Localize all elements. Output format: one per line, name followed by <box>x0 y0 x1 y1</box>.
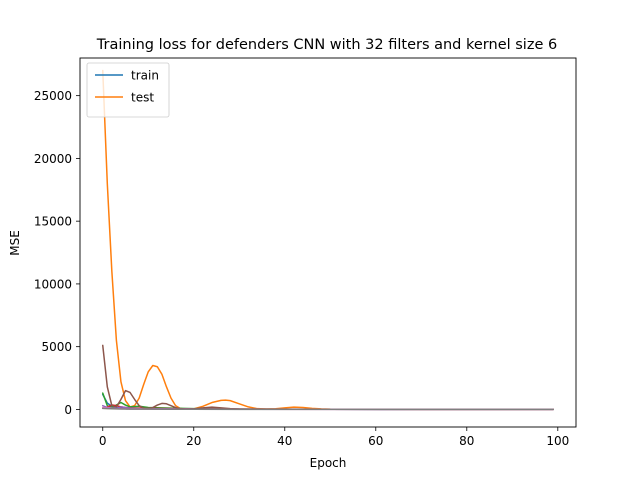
y-tick-label: 5000 <box>41 340 72 354</box>
x-axis-ticks: 0 20 40 60 80 100 <box>99 427 569 448</box>
chart-title: Training loss for defenders CNN with 32 … <box>96 37 557 53</box>
y-axis-ticks: 0 5000 10000 15000 20000 25000 <box>34 89 80 417</box>
x-axis-label: Epoch <box>310 456 347 470</box>
x-tick-label: 100 <box>546 434 569 448</box>
y-tick-label: 20000 <box>34 152 72 166</box>
series-line-run-8 <box>102 407 554 411</box>
y-tick-label: 0 <box>64 403 72 417</box>
y-tick-label: 25000 <box>34 89 72 103</box>
x-tick-label: 0 <box>99 434 107 448</box>
legend-box <box>86 62 170 118</box>
x-tick-label: 60 <box>368 434 383 448</box>
y-tick-label: 10000 <box>34 277 72 291</box>
series-line-test <box>102 69 554 411</box>
legend-label-test: test <box>131 91 154 105</box>
y-axis-label: MSE <box>8 230 22 256</box>
plot-frame <box>79 57 577 428</box>
plot-lines <box>102 69 554 411</box>
series-line-run-6 <box>102 344 554 411</box>
x-tick-label: 20 <box>186 434 201 448</box>
legend: train test <box>86 62 170 118</box>
x-tick-label: 40 <box>277 434 292 448</box>
y-tick-label: 15000 <box>34 215 72 229</box>
legend-label-train: train <box>131 69 159 83</box>
x-tick-label: 80 <box>459 434 474 448</box>
